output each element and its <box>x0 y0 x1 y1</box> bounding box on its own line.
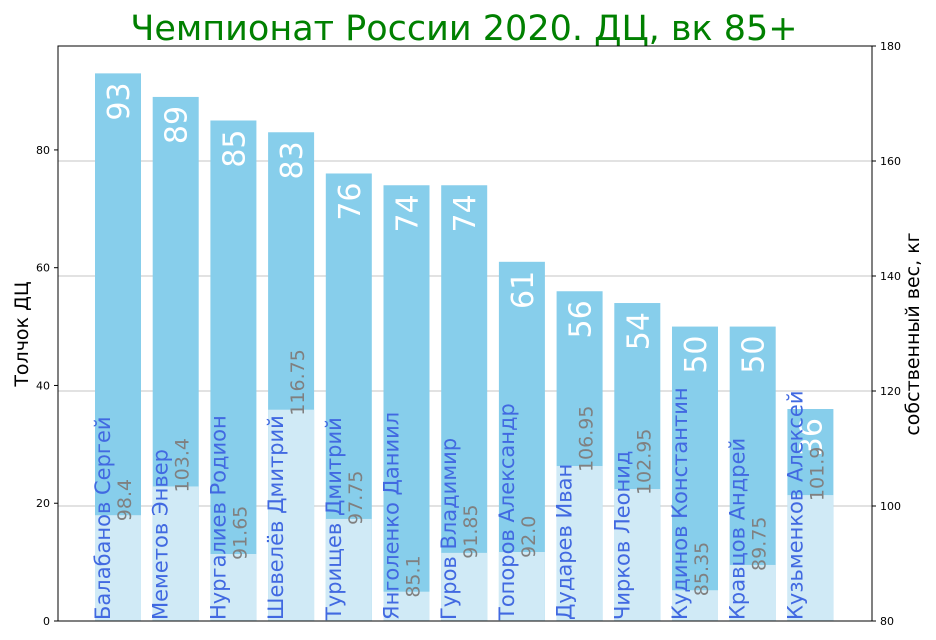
press-value-label: 54 <box>621 312 656 350</box>
y-tick-label: 80 <box>36 144 50 157</box>
bars-bodyweight <box>95 409 834 621</box>
press-value-label: 89 <box>160 106 195 144</box>
y2-tick-label: 160 <box>880 155 901 168</box>
press-value-label: 50 <box>679 336 714 374</box>
press-bar <box>441 185 488 621</box>
bodyweight-value-label: 97.75 <box>345 471 367 525</box>
athlete-name-label: Янголенко Даниил <box>380 412 404 620</box>
press-value-label: 74 <box>391 194 426 232</box>
athlete-name-label: Кузьменков Алексей <box>783 391 807 620</box>
y2-tick-label: 120 <box>880 385 901 398</box>
bodyweight-value-label: 101.9 <box>806 447 828 501</box>
athlete-name-label: Кравцов Андрей <box>726 438 750 620</box>
bodyweight-value-label: 91.65 <box>229 506 251 560</box>
bodyweight-bar <box>95 515 141 621</box>
bodyweight-bar <box>325 518 372 621</box>
press-bar <box>210 120 257 621</box>
press-value-label: 83 <box>275 141 310 179</box>
bodyweight-value-label: 91.85 <box>460 504 482 558</box>
plot-frame <box>57 45 873 622</box>
y-tick-label: 40 <box>36 379 50 392</box>
y2-tick-label: 100 <box>880 500 901 513</box>
bodyweight-bar <box>441 552 488 621</box>
bodyweight-value-label: 89.75 <box>749 517 771 571</box>
y-tick-label: 60 <box>36 262 50 275</box>
athlete-name-label: Нургалиев Родион <box>206 415 230 620</box>
athlete-name-label: Гуров Владимир <box>437 438 461 620</box>
athlete-name-label: Кудинов Константин <box>668 387 692 620</box>
y2-axis-label: собственный вес, кг <box>902 232 924 435</box>
press-value-label: 36 <box>794 418 829 456</box>
bodyweight-value-label: 106.95 <box>576 406 598 472</box>
y-axis-label: Толчок ДЦ <box>11 281 33 387</box>
press-value-label: 61 <box>506 271 541 309</box>
press-value-label: 74 <box>448 194 483 232</box>
bodyweight-value-label: 85.35 <box>691 542 713 596</box>
bodyweight-bar <box>268 409 315 621</box>
athlete-name-label: Топоров Александр <box>495 403 519 621</box>
bodyweight-value-label: 85.1 <box>403 555 425 597</box>
bodyweight-bar <box>787 495 834 621</box>
athlete-name-label: Шевелёв Дмитрий <box>264 415 288 620</box>
press-value-label: 56 <box>564 300 599 338</box>
press-bar <box>672 326 718 621</box>
bodyweight-value-label: 103.4 <box>172 438 194 492</box>
press-value-label: 76 <box>333 182 368 220</box>
athlete-name-label: Меметов Энвер <box>149 449 173 620</box>
press-value-label: 50 <box>737 336 772 374</box>
y2-tick-label: 80 <box>880 615 894 628</box>
chart-title: Чемпионат России 2020. ДЦ, вк 85+ <box>130 9 797 49</box>
bodyweight-bar <box>498 552 545 621</box>
y-tick-label: 20 <box>36 497 50 510</box>
bodyweight-bar <box>614 489 661 621</box>
bodyweight-value-label: 116.75 <box>287 349 309 415</box>
athlete-name-label: Дударев Иван <box>553 464 577 620</box>
right-axis: 80 100 120 140 160 180 <box>872 40 901 628</box>
bodyweight-bar <box>729 564 776 621</box>
bodyweight-bar <box>383 591 430 621</box>
bodyweight-bar <box>672 590 718 621</box>
press-value-label: 93 <box>102 82 137 120</box>
bodyweight-value-label: 102.95 <box>633 429 655 495</box>
bodyweight-value-label: 92.0 <box>518 516 540 558</box>
y-tick-label: 0 <box>43 615 50 628</box>
bodyweight-bar <box>210 554 257 621</box>
athlete-name-label: Балабанов Сергей <box>91 416 115 620</box>
athlete-name-label: Турищев Дмитрий <box>322 417 346 621</box>
bodyweight-bar <box>556 466 603 621</box>
press-value-label: 85 <box>217 129 252 167</box>
y2-tick-label: 140 <box>880 270 901 283</box>
y2-tick-label: 180 <box>880 40 901 53</box>
athlete-name-label: Чирков Леонид <box>610 451 634 620</box>
left-axis: 0 20 40 60 80 <box>36 144 58 628</box>
press-bar <box>383 185 430 621</box>
bodyweight-value-label: 98.4 <box>114 479 136 521</box>
bodyweight-bar <box>152 486 199 621</box>
